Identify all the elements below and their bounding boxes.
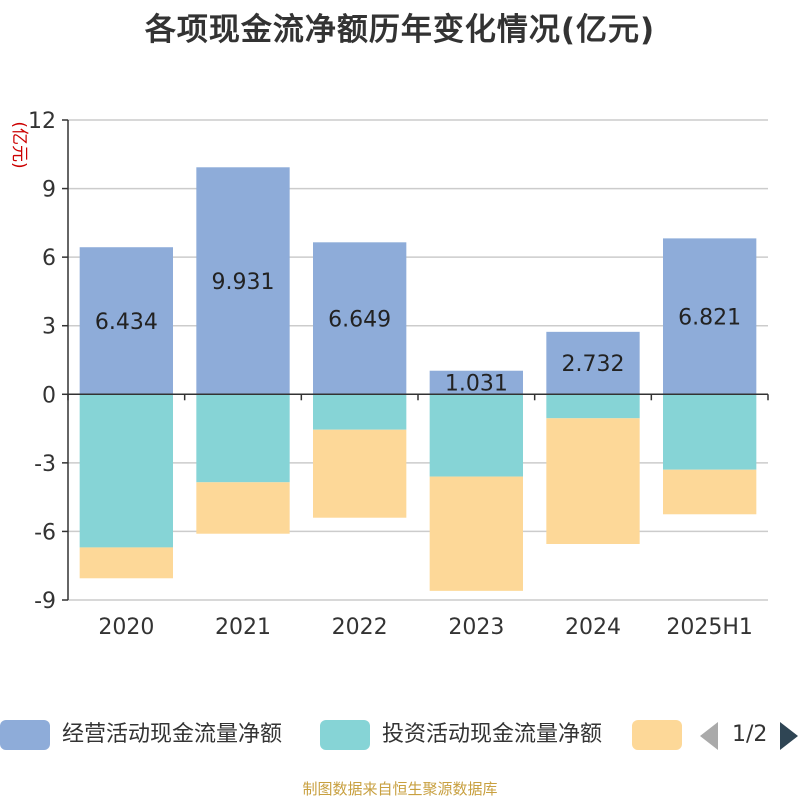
bar-series-1-2023[interactable] (429, 394, 523, 477)
legend-label-operating: 经营活动现金流量净额 (62, 722, 283, 747)
data-label: 6.821 (678, 305, 741, 330)
y-tick-label: 3 (42, 315, 56, 340)
data-label: 6.649 (328, 307, 391, 332)
bar-series-1-2022[interactable] (313, 394, 407, 430)
page-title: 各项现金流净额历年变化情况(亿元) (144, 12, 656, 48)
source-note: 制图数据来自恒生聚源数据库 (302, 780, 498, 798)
data-label: 9.931 (212, 270, 275, 295)
x-tick-label: 2023 (448, 615, 504, 640)
legend-swatch-investing (320, 720, 370, 750)
x-tick-label: 2022 (332, 615, 388, 640)
bar-series-2-2020[interactable] (79, 547, 173, 579)
data-labels: 6.434 9.931 6.649 1.031 2.732 6.821 (95, 270, 741, 397)
bar-series-0-2021[interactable] (196, 167, 290, 395)
bars (79, 167, 757, 591)
bar-series-2-2025H1[interactable] (663, 469, 757, 515)
pager-text: 1/2 (732, 722, 768, 747)
y-tick-label: -3 (34, 452, 56, 477)
x-tick-label: 2025H1 (666, 615, 753, 640)
cash-flow-chart: 12 9 6 3 0 -3 -6 -9 2020 2021 2022 2023 2024 2025H1 6… (9, 109, 769, 640)
bar-series-1-2020[interactable] (79, 394, 173, 548)
bar-series-0-2024[interactable] (546, 331, 640, 395)
bar-series-0-2023[interactable] (429, 370, 523, 395)
x-tick-label: 2020 (98, 615, 154, 640)
x-tick-label: 2021 (215, 615, 271, 640)
bar-series-2-2021[interactable] (196, 482, 290, 534)
bar-series-2-2022[interactable] (313, 429, 407, 518)
y-tick-label: -6 (34, 520, 56, 545)
legend-label-investing: 投资活动现金流量净额 (382, 722, 603, 747)
bar-series-1-2025H1[interactable] (663, 394, 757, 470)
pager-next-icon[interactable] (780, 722, 798, 750)
pager-prev-icon[interactable] (700, 722, 718, 750)
y-tick-label: 0 (42, 383, 56, 408)
y-tick-label: 12 (28, 109, 56, 134)
legend-swatch-operating (0, 720, 50, 750)
y-tick-label: 6 (42, 246, 56, 271)
y-axis-label: (亿元) (9, 121, 29, 168)
legend: 经营活动现金流量净额 投资活动现金流量净额 (0, 716, 800, 752)
data-label: 1.031 (445, 372, 508, 397)
y-tick-label: 9 (42, 178, 56, 203)
axes: 12 9 6 3 0 -3 -6 -9 2020 2021 2022 2023 2024 2025H1 (28, 109, 769, 640)
data-label: 2.732 (562, 352, 625, 377)
bar-series-0-2022[interactable] (313, 242, 407, 395)
bar-series-1-2021[interactable] (196, 394, 290, 483)
grid-lines (68, 119, 768, 601)
bar-series-0-2020[interactable] (79, 247, 173, 395)
legend-pager: 1/2 (700, 716, 800, 752)
x-tick-label: 2024 (565, 615, 621, 640)
legend-swatch-financing (632, 720, 682, 750)
bar-series-2-2024[interactable] (546, 418, 640, 544)
bar-series-1-2024[interactable] (546, 394, 640, 419)
bar-series-2-2023[interactable] (429, 476, 523, 591)
y-tick-label: -9 (34, 589, 56, 614)
data-label: 6.434 (95, 310, 158, 335)
bar-series-0-2025H1[interactable] (663, 238, 757, 395)
